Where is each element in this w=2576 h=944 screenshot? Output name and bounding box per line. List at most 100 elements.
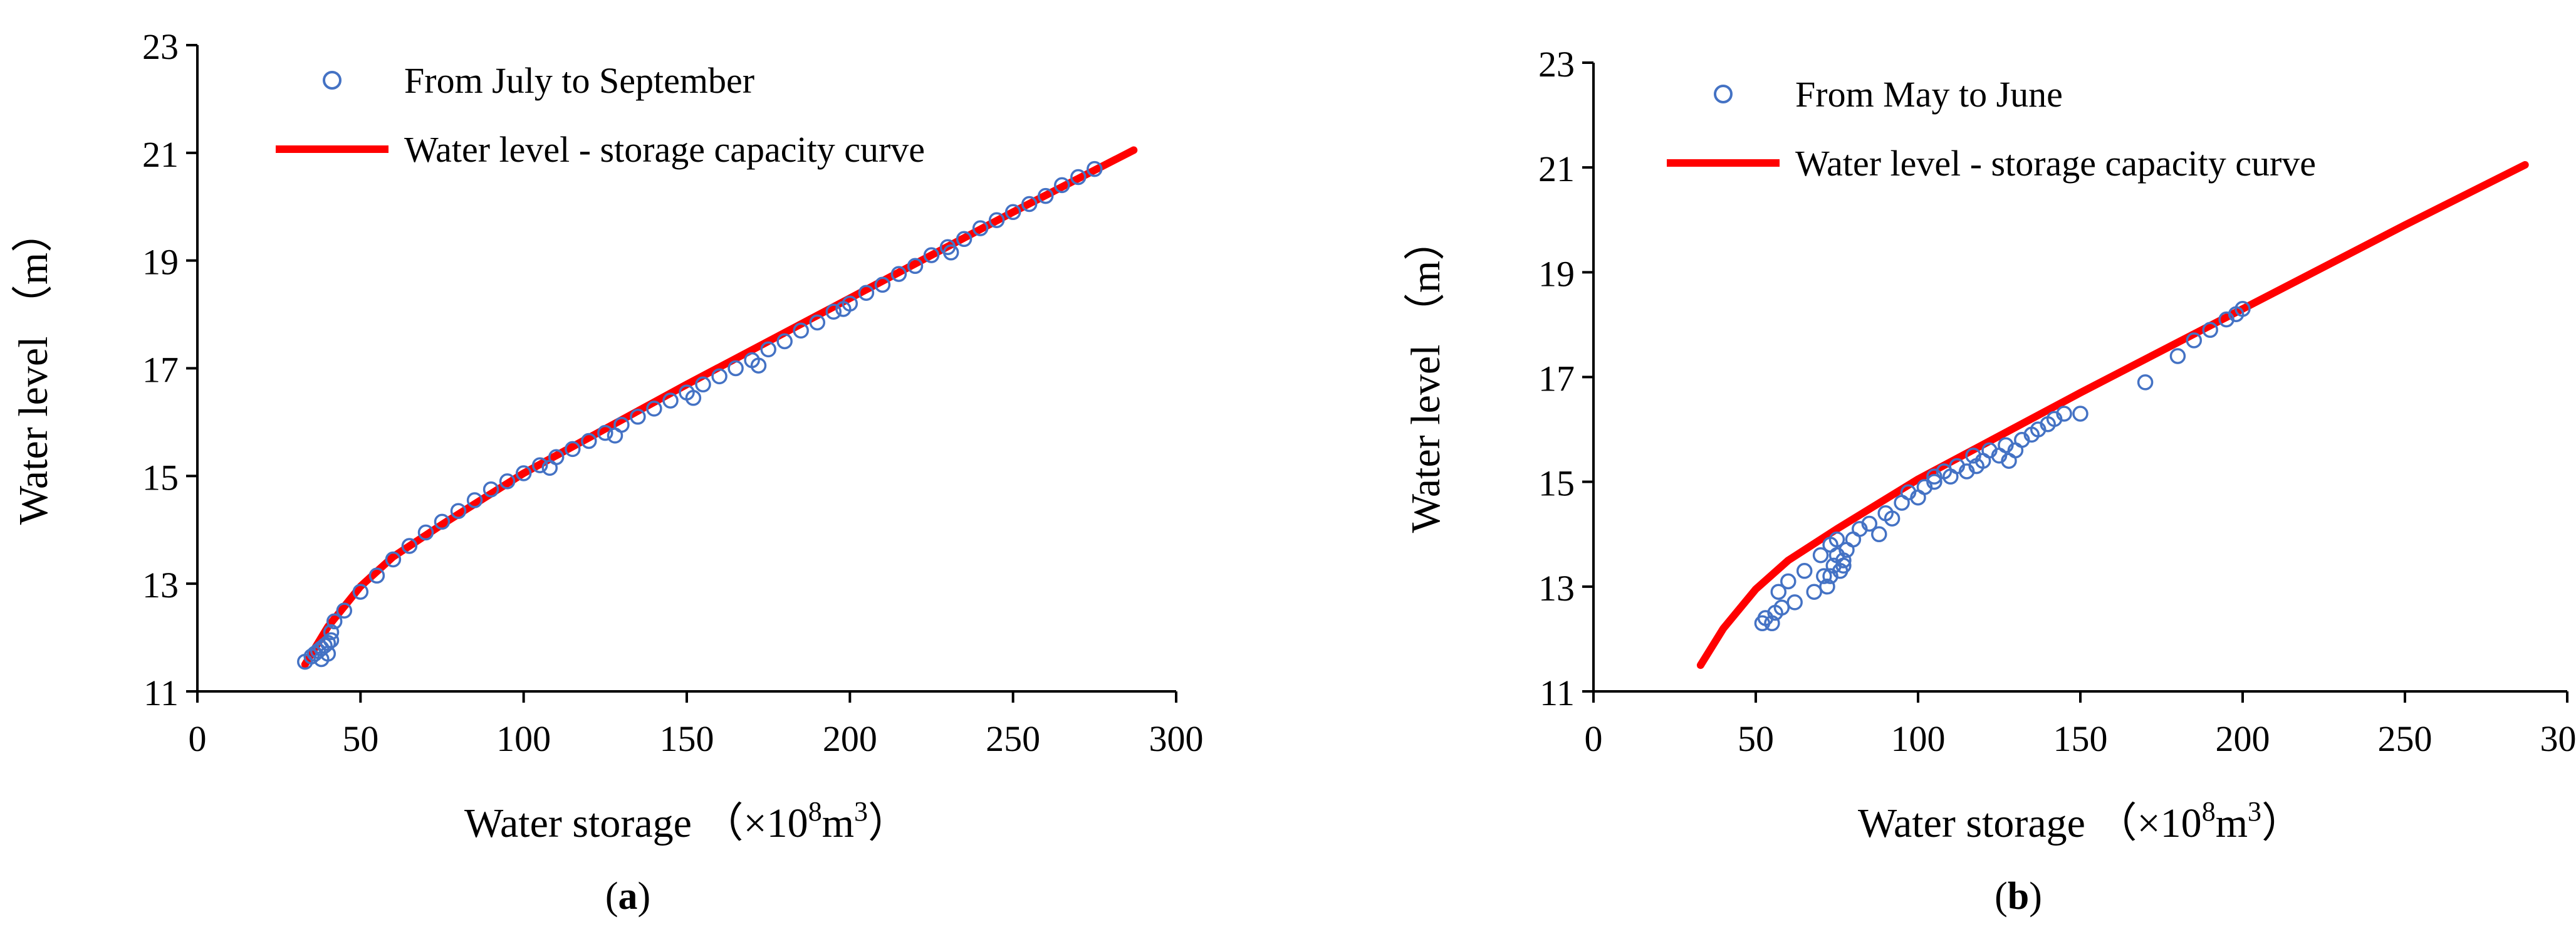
scatter-point: [835, 301, 852, 317]
scatter-point: [1871, 526, 1887, 543]
scatter-point: [1812, 547, 1829, 564]
scatter-point: [942, 244, 959, 261]
scatter-point: [956, 231, 973, 248]
legend-label: Water level - storage capacity curve: [1795, 143, 2316, 184]
scatter-point: [1770, 584, 1787, 600]
scatter-point: [874, 276, 891, 293]
scatter-point: [695, 376, 711, 393]
x-tick-label: 50: [1738, 718, 1774, 759]
x-tick-label: 300: [2540, 718, 2576, 759]
scatter-point: [662, 392, 679, 409]
scatter-point: [890, 266, 907, 282]
scatter-point: [1819, 579, 1835, 595]
scatter-point: [320, 634, 336, 651]
scatter-point: [2056, 406, 2072, 422]
legend-marker-scatter: [1714, 85, 1733, 103]
y-tick-label: 21: [142, 134, 179, 175]
scatter-point: [368, 567, 385, 584]
scatter-point: [417, 524, 434, 541]
scatter-point: [515, 465, 532, 481]
scatter-point: [2234, 301, 2251, 317]
scatter-point: [793, 322, 809, 339]
x-axis-label: Water storage （×108m3）: [1858, 796, 2303, 846]
scatter-point: [1004, 204, 1021, 221]
y-tick-label: 23: [142, 26, 179, 67]
scatter-point: [323, 624, 340, 641]
scatter-point: [607, 427, 623, 444]
scatter-point: [482, 481, 499, 498]
x-tick-label: 150: [660, 718, 714, 759]
legend: From July to September Water level - stor…: [276, 60, 925, 170]
scatter-point: [923, 247, 940, 263]
y-tick-label: 13: [142, 565, 179, 606]
scatter-point: [499, 473, 516, 490]
scatter-point: [907, 258, 924, 275]
y-axis-label: Water level （m）: [1403, 219, 1449, 533]
panel-label: (b): [1995, 875, 2042, 918]
x-tick-label: 250: [986, 718, 1040, 759]
legend-label: From May to June: [1795, 74, 2063, 115]
y-tick-label: 19: [142, 242, 179, 283]
x-tick-label: 0: [1585, 718, 1603, 759]
scatter-point: [401, 538, 418, 554]
scatter-point: [2137, 374, 2154, 391]
scatter-point: [1861, 515, 1878, 532]
scatter-point: [972, 220, 989, 236]
x-tick-label: 100: [496, 718, 551, 759]
legend: From May to June Water level - storage ca…: [1667, 74, 2316, 184]
y-tick-label: 23: [1538, 44, 1575, 85]
y-tick-label: 11: [143, 673, 179, 713]
scatter-point: [750, 357, 767, 374]
scatter-point: [1835, 557, 1852, 574]
scatter-point: [858, 285, 875, 301]
scatter-point: [760, 341, 776, 358]
scatter-point: [646, 401, 662, 417]
scatter-point: [1780, 573, 1796, 590]
legend-marker-scatter: [323, 71, 342, 90]
scatter-point: [711, 368, 727, 385]
scatter-point: [825, 303, 842, 320]
scatter-point: [450, 503, 467, 519]
y-tick-label: 21: [1538, 149, 1575, 189]
scatter-point: [2202, 322, 2218, 338]
y-tick-label: 15: [1538, 463, 1575, 504]
y-tick-label: 13: [1538, 568, 1575, 609]
scatter-point: [727, 360, 744, 377]
scatter-point: [1054, 177, 1070, 194]
scatter-point: [1796, 563, 1813, 579]
scatter-point: [565, 441, 581, 458]
x-axis-label: Water storage （×108m3）: [464, 796, 909, 846]
scatter-point: [385, 551, 402, 568]
scatter-point: [809, 314, 826, 331]
legend-label: From July to September: [404, 60, 754, 101]
y-tick-label: 17: [1538, 359, 1575, 399]
scatter-point: [1773, 599, 1790, 616]
x-tick-label: 50: [342, 718, 378, 759]
scatter-point: [1806, 584, 1822, 600]
scatter-point: [2169, 348, 2186, 364]
scatter-point: [597, 424, 613, 441]
scatter-point: [1070, 169, 1087, 186]
x-tick-label: 200: [2216, 718, 2270, 759]
series-line-storage-capacity-curve: [301, 146, 1138, 668]
scatter-point: [581, 433, 597, 449]
legend-label: Water level - storage capacity curve: [404, 129, 925, 170]
scatter-point: [988, 212, 1005, 228]
scatter-point: [630, 409, 646, 425]
x-tick-label: 100: [1891, 718, 1946, 759]
panel-label: (a): [605, 875, 650, 918]
series-line-storage-capacity-curve: [1696, 161, 2529, 669]
scatter-point: [541, 459, 558, 476]
y-tick-label: 19: [1538, 253, 1575, 294]
scatter-point: [1968, 458, 1984, 475]
scatter-point: [434, 513, 451, 530]
x-tick-label: 300: [1149, 718, 1204, 759]
y-tick-label: 15: [142, 457, 179, 498]
scatter-point: [326, 613, 343, 630]
chart-panel-a: 11 13 15 17 19 21 23 0 50 100 150 200 250 300 From Jul…: [11, 26, 1204, 918]
x-tick-label: 0: [189, 718, 207, 759]
scatter-point: [1816, 568, 1832, 584]
scatter-point: [2001, 453, 2017, 469]
y-tick-label: 11: [1540, 673, 1575, 713]
